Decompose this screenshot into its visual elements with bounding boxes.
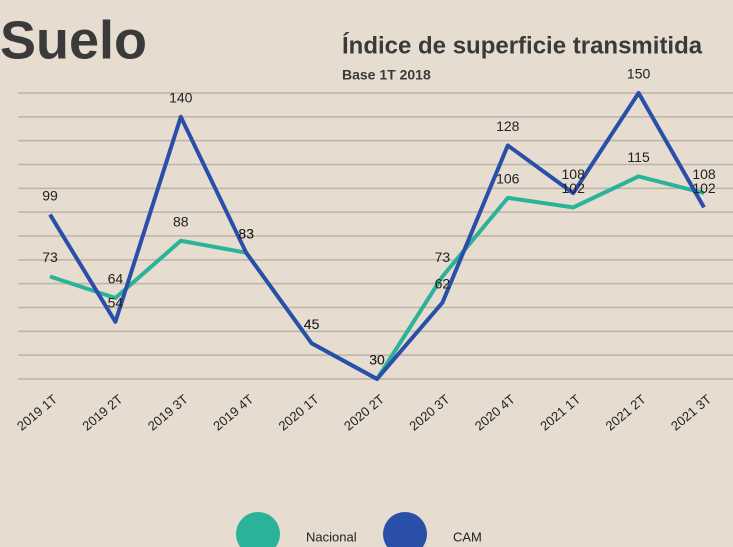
data-label: 140 [169, 90, 193, 106]
data-label: 108 [692, 166, 716, 182]
x-tick-label: 2021 3T [668, 391, 714, 433]
data-label: 45 [304, 316, 320, 332]
data-label: 108 [562, 166, 586, 182]
series-line [48, 91, 706, 381]
x-tick-label: 2021 1T [537, 391, 583, 433]
data-label: 115 [627, 149, 650, 165]
x-tick-label: 2020 4T [472, 391, 518, 433]
data-label: 102 [562, 180, 586, 196]
x-tick-label: 2019 2T [79, 391, 125, 433]
data-label: 45 [304, 316, 320, 332]
series-line [49, 174, 705, 381]
data-label: 62 [435, 275, 451, 291]
data-label: 73 [435, 249, 451, 265]
data-label: 30 [369, 352, 385, 368]
data-label: 102 [692, 180, 716, 196]
legend-label: Nacional [306, 529, 357, 544]
data-label: 64 [108, 271, 124, 287]
x-tick-label: 2019 3T [145, 391, 191, 433]
chart-subtitle: Índice de superficie transmitida [342, 31, 703, 59]
data-label: 150 [627, 66, 651, 82]
data-label: 128 [496, 118, 520, 134]
x-tick-label: 2021 2T [603, 391, 649, 433]
data-label: 88 [173, 213, 189, 229]
x-tick-label: 2020 3T [406, 391, 452, 433]
chart-title: Suelo [0, 10, 147, 70]
data-label: 73 [42, 249, 58, 265]
data-label: 106 [496, 171, 520, 187]
x-tick-label: 2019 1T [14, 391, 60, 433]
x-tick-label: 2020 2T [341, 391, 387, 433]
data-label: 30 [369, 352, 385, 368]
legend-swatch [236, 512, 280, 547]
legend-label: CAM [453, 529, 482, 544]
data-label: 54 [108, 295, 124, 311]
x-tick-label: 2019 4T [210, 391, 256, 433]
data-label: 99 [42, 187, 58, 203]
data-label: 83 [238, 225, 254, 241]
data-label: 83 [238, 225, 254, 241]
chart-note: Base 1T 2018 [342, 67, 431, 83]
x-tick-label: 2020 1T [276, 391, 322, 433]
legend-swatch [383, 512, 427, 547]
